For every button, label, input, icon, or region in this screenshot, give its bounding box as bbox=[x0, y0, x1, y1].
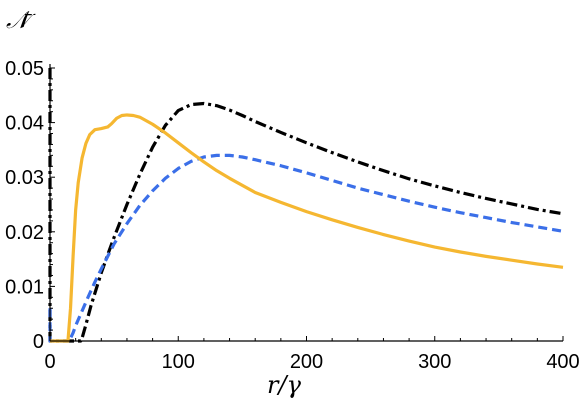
x-axis-label: r/γ bbox=[267, 371, 302, 399]
y-tick-label: 0.05 bbox=[5, 58, 44, 80]
axes: 0 100 200 300 400 0 0.01 0.02 0.03 0.04 0.05 bbox=[5, 58, 580, 373]
y-axis-label: 𝒩̄ bbox=[6, 6, 36, 34]
series-line-dashed bbox=[48, 153, 564, 343]
y-tick-label: 0 bbox=[33, 331, 44, 353]
y-tick-label: 0.02 bbox=[5, 222, 44, 244]
y-tick-label: 0.04 bbox=[5, 113, 44, 135]
y-tick-label: 0.01 bbox=[5, 276, 44, 298]
y-tick-label: 0.03 bbox=[5, 167, 44, 189]
series-line-dashdot bbox=[48, 68, 564, 343]
series-line-solid bbox=[50, 113, 564, 343]
x-tick-label: 100 bbox=[162, 351, 195, 373]
x-tick-label: 400 bbox=[546, 351, 579, 373]
plot-area bbox=[48, 68, 564, 343]
x-tick-label: 300 bbox=[418, 351, 451, 373]
x-tick-label: 200 bbox=[290, 351, 323, 373]
x-tick-label: 0 bbox=[44, 351, 55, 373]
